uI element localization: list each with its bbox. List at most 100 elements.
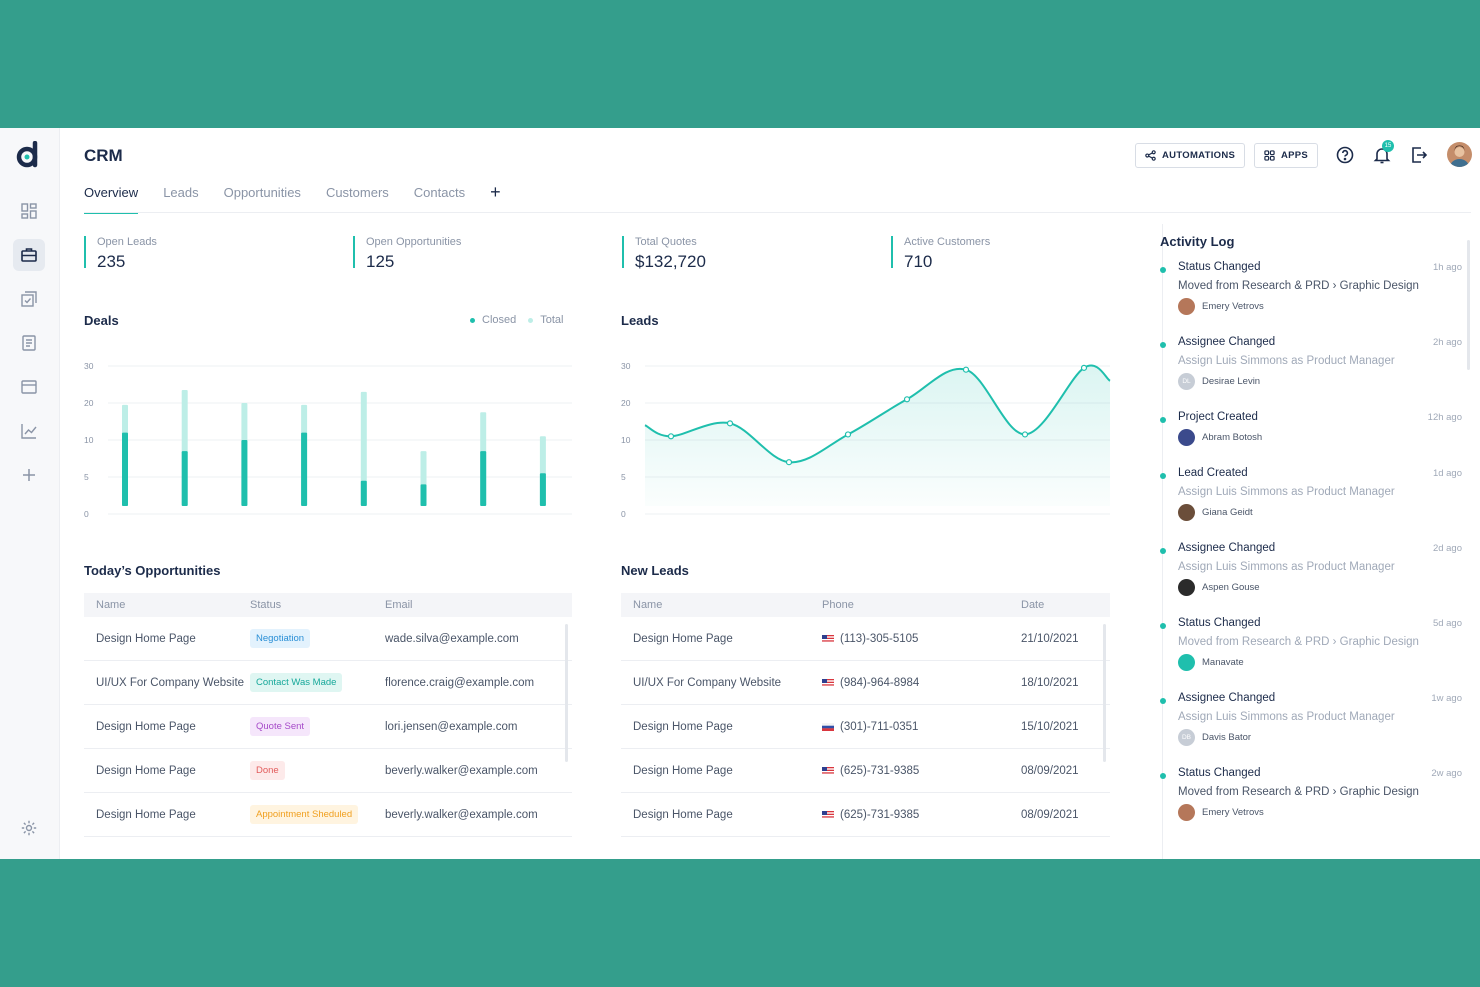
activity-user-name: Abram Botosh [1202, 432, 1263, 443]
y-tick-label: 0 [84, 509, 89, 519]
opportunities-title: Today’s Opportunities [84, 563, 221, 578]
data-point [785, 459, 793, 466]
column-header: Name [96, 599, 126, 611]
status-cell: Quote Sent [250, 717, 385, 736]
tasks-icon[interactable] [13, 283, 45, 315]
plus-icon[interactable] [13, 459, 45, 491]
data-point [667, 433, 675, 440]
status-badge: Done [250, 761, 285, 780]
phone-cell: (625)-731-9385 [822, 765, 1021, 777]
activity-dot [1160, 417, 1166, 423]
activity-scrollbar[interactable] [1467, 240, 1470, 370]
table-row[interactable]: Design Home Page (301)-711-0351 15/10/2021 [621, 705, 1110, 749]
automations-label: AUTOMATIONS [1162, 150, 1236, 161]
briefcase-icon[interactable] [13, 239, 45, 271]
stat-value: 125 [366, 252, 395, 271]
user-avatar[interactable] [1447, 142, 1472, 167]
status-cell: Done [250, 761, 385, 780]
table-row[interactable]: Design Home Page Negotiation wade.silva@ex… [84, 617, 572, 661]
deals-legend: Closed Total [470, 314, 564, 326]
tab-customers[interactable]: Customers [325, 185, 389, 200]
lead-name: Design Home Page [633, 808, 733, 821]
activity-title: Lead Created [1178, 467, 1248, 479]
y-tick-label: 20 [84, 398, 94, 408]
activity-title: Assignee Changed [1178, 542, 1276, 554]
table-row[interactable]: Design Home Page Quote Sent lori.jensen@ex… [84, 705, 572, 749]
table-header: Name Status Email [84, 593, 572, 617]
phone-cell: (301)-711-0351 [822, 721, 1021, 733]
new-leads-table: Name Phone Date Design Home Page (113)-30… [621, 593, 1110, 837]
card-icon[interactable] [13, 371, 45, 403]
lead-phone: (625)-731-9385 [840, 808, 920, 821]
table-row[interactable]: UI/UX For Company Website Contact Was Mad… [84, 661, 572, 705]
activity-user-name: Emery Vetrovs [1202, 807, 1264, 818]
lead-date: 21/10/2021 [1021, 632, 1079, 645]
help-icon[interactable] [1335, 145, 1355, 165]
tab-contacts[interactable]: Contacts [413, 185, 466, 200]
table-row[interactable]: Design Home Page (625)-731-9385 08/09/2021 [621, 749, 1110, 793]
activity-user: DL Desirae Levin [1178, 373, 1260, 390]
activity-title: Project Created [1178, 411, 1258, 423]
stat-active-customers: Active Customers 710 [891, 236, 991, 271]
bar-closed [181, 451, 188, 506]
logout-icon[interactable] [1409, 145, 1429, 165]
stat-label: Active Customers [904, 236, 991, 248]
us-flag-icon [822, 766, 834, 775]
avatar [1178, 504, 1195, 521]
phone-cell: (113)-305-5105 [822, 633, 1021, 645]
activity-user: DB Davis Bator [1178, 729, 1251, 746]
apps-button[interactable]: APPS [1254, 143, 1319, 168]
table-row[interactable]: Design Home Page (625)-731-9385 08/09/2021 [621, 793, 1110, 837]
avatar: DL [1178, 373, 1195, 390]
activity-user: Emery Vetrovs [1178, 804, 1264, 821]
data-point [844, 431, 852, 438]
data-point [1080, 364, 1088, 371]
table-row[interactable]: UI/UX For Company Website (984)-964-8984 1… [621, 661, 1110, 705]
bar-closed [480, 451, 487, 506]
bar-closed [122, 432, 128, 506]
opportunity-email: wade.silva@example.com [385, 632, 519, 645]
table-row[interactable]: Design Home Page Appointment Sheduled beve… [84, 793, 572, 837]
legend-total-label: Total [540, 314, 564, 326]
activity-dot [1160, 267, 1166, 273]
tab-overview[interactable]: Overview [84, 185, 139, 214]
activity-description: Assign Luis Simmons as Product Manager [1178, 561, 1395, 573]
leads-scrollbar[interactable] [1103, 624, 1106, 762]
document-icon[interactable] [13, 327, 45, 359]
activity-user-name: Manavate [1202, 657, 1244, 668]
automation-icon [1145, 150, 1156, 161]
opportunity-email: beverly.walker@example.com [385, 764, 538, 777]
table-row[interactable]: Design Home Page Done beverly.walker@examp… [84, 749, 572, 793]
tab-leads[interactable]: Leads [163, 185, 199, 200]
us-flag-icon [822, 634, 834, 643]
apps-label: APPS [1281, 150, 1309, 161]
add-tab-button[interactable]: + [490, 182, 501, 202]
bar-closed [301, 432, 308, 506]
activity-time: 2d ago [1432, 543, 1462, 554]
dashboard-icon[interactable] [13, 195, 45, 227]
activity-time: 2w ago [1431, 768, 1462, 779]
tab-opportunities[interactable]: Opportunities [223, 185, 301, 200]
automations-button[interactable]: AUTOMATIONS [1135, 143, 1246, 168]
bar-closed [539, 473, 546, 506]
opportunity-name: Design Home Page [96, 808, 196, 821]
activity-title: Status Changed [1178, 617, 1261, 629]
avatar [1178, 654, 1195, 671]
analytics-icon[interactable] [13, 415, 45, 447]
opportunities-scrollbar[interactable] [565, 624, 568, 762]
avatar [1178, 579, 1195, 596]
activity-time: 1d ago [1432, 468, 1462, 479]
us-flag-icon [822, 678, 834, 687]
activity-user-name: Aspen Gouse [1202, 582, 1260, 593]
legend-closed-swatch [470, 317, 475, 323]
stat-label: Open Leads [97, 236, 157, 248]
opportunity-name: Design Home Page [96, 720, 196, 733]
logo-icon[interactable] [16, 141, 42, 169]
leads-chart-title: Leads [621, 313, 659, 328]
notification-badge: 15 [1382, 140, 1394, 152]
settings-icon[interactable] [13, 812, 45, 844]
lead-name: Design Home Page [633, 764, 733, 777]
status-badge: Quote Sent [250, 717, 311, 736]
table-row[interactable]: Design Home Page (113)-305-5105 21/10/2021 [621, 617, 1110, 661]
activity-time: 1h ago [1432, 262, 1462, 273]
